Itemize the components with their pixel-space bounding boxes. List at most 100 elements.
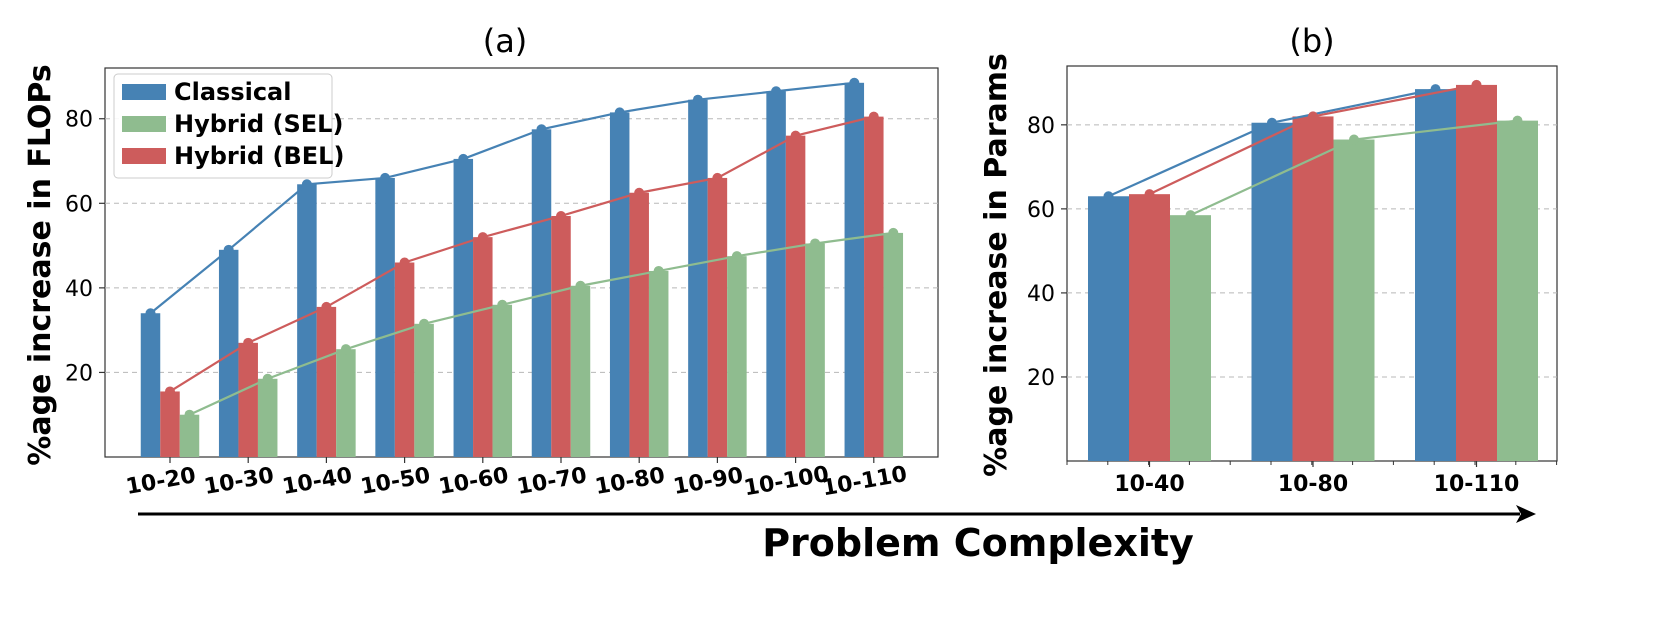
x-tick-label: 10-70 xyxy=(515,463,589,500)
bar-classical-10-110 xyxy=(844,82,865,457)
line-classical xyxy=(149,81,855,315)
x-tick-label: 10-30 xyxy=(202,463,276,500)
legend-label-classical: Classical xyxy=(174,78,291,106)
bar-hybrid-bel-10-110 xyxy=(864,116,884,457)
point-hybrid-sel-10-110 xyxy=(1512,115,1523,126)
point-hybrid-bel-10-20 xyxy=(165,386,175,397)
legend-swatch-classical xyxy=(122,84,166,100)
bar-classical-10-80 xyxy=(609,112,630,458)
bar-classical-10-20 xyxy=(140,313,161,457)
bar-hybrid-sel-10-50 xyxy=(414,323,434,457)
point-hybrid-sel-10-60 xyxy=(497,299,508,310)
x-tick-label: 10-40 xyxy=(280,463,354,500)
bar-classical-10-80 xyxy=(1251,122,1293,461)
point-hybrid-bel-10-60 xyxy=(477,232,488,243)
point-classical-10-80 xyxy=(614,107,625,118)
point-hybrid-sel-10-30 xyxy=(262,373,273,384)
point-classical-10-60 xyxy=(458,153,469,164)
bar-hybrid-sel-10-100 xyxy=(805,243,825,457)
point-classical-10-40 xyxy=(301,179,312,190)
point-hybrid-sel-10-80 xyxy=(653,265,664,276)
bar-hybrid-sel-10-60 xyxy=(492,304,513,457)
bar-hybrid-sel-10-40 xyxy=(1170,215,1211,461)
point-hybrid-sel-10-110 xyxy=(888,227,899,238)
bar-classical-10-40 xyxy=(297,184,317,458)
x-tick-label: 10-90 xyxy=(671,463,745,500)
legend-swatch-hybrid-bel xyxy=(122,148,166,164)
point-hybrid-bel-10-80 xyxy=(634,187,645,198)
legend-label-hybrid-sel: Hybrid (SEL) xyxy=(174,110,343,138)
point-hybrid-sel-10-50 xyxy=(419,318,430,329)
legend: Classical Hybrid (SEL) Hybrid (BEL) xyxy=(113,73,344,179)
y-tick-label: 40 xyxy=(65,277,93,302)
chart-a-frame xyxy=(104,67,939,458)
bar-hybrid-bel-10-80 xyxy=(629,192,649,457)
point-classical-10-40 xyxy=(1103,191,1114,202)
line-hybrid-sel xyxy=(189,231,894,416)
bar-hybrid-sel-10-90 xyxy=(727,256,747,457)
point-hybrid-sel-10-40 xyxy=(340,344,351,355)
bar-hybrid-bel-10-50 xyxy=(394,262,415,457)
bar-hybrid-sel-10-30 xyxy=(257,378,278,457)
point-hybrid-bel-10-110 xyxy=(1471,79,1482,90)
point-hybrid-bel-10-70 xyxy=(556,210,566,221)
complexity-label: Problem Complexity xyxy=(762,521,1194,565)
y-tick-label: 20 xyxy=(65,361,93,386)
bar-classical-10-60 xyxy=(453,158,474,458)
point-classical-10-20 xyxy=(145,308,156,319)
point-classical-10-110 xyxy=(849,77,860,88)
bar-hybrid-bel-10-90 xyxy=(707,177,728,457)
x-tick-label: 10-60 xyxy=(437,463,511,500)
y-tick-label: 80 xyxy=(1027,114,1055,139)
bar-hybrid-bel-10-70 xyxy=(551,215,571,457)
point-hybrid-sel-10-100 xyxy=(810,238,821,249)
x-tick-label: 10-80 xyxy=(593,463,667,500)
point-hybrid-bel-10-110 xyxy=(868,111,879,122)
bar-classical-10-90 xyxy=(688,99,708,457)
complexity-axis: Problem Complexity xyxy=(138,505,1536,565)
x-tick-label: 10-110 xyxy=(1434,472,1520,497)
x-tick-label: 10-80 xyxy=(1278,472,1348,497)
y-tick-label: 40 xyxy=(1027,282,1055,307)
chart-b: (b) %age increase in Params 20 40 60 80 10-… xyxy=(979,22,1558,497)
point-hybrid-sel-10-90 xyxy=(731,251,742,262)
bar-classical-10-110 xyxy=(1415,89,1456,462)
chart-b-ylabel: %age increase in Params xyxy=(979,53,1014,477)
x-tick-label: 10-40 xyxy=(1114,472,1184,497)
bar-hybrid-sel-10-20 xyxy=(179,414,200,457)
bar-hybrid-bel-10-30 xyxy=(238,342,258,457)
legend-swatch-hybrid-sel xyxy=(122,116,166,132)
point-hybrid-bel-10-40 xyxy=(321,301,332,312)
bar-hybrid-sel-10-110 xyxy=(1497,120,1538,462)
point-hybrid-sel-10-70 xyxy=(575,280,586,291)
chart-b-title: (b) xyxy=(1289,22,1334,60)
bar-hybrid-sel-10-70 xyxy=(570,285,591,457)
bar-hybrid-sel-10-80 xyxy=(648,270,669,457)
bar-hybrid-sel-10-110 xyxy=(883,232,904,457)
chart-a-ylabel: %age increase in FLOPs xyxy=(23,64,58,465)
y-tick-label: 60 xyxy=(1027,198,1055,223)
point-hybrid-bel-10-90 xyxy=(712,172,723,183)
x-tick-label: 10-100 xyxy=(742,462,831,501)
bar-classical-10-30 xyxy=(218,249,239,457)
point-hybrid-bel-10-80 xyxy=(1308,111,1318,122)
point-classical-10-90 xyxy=(692,94,703,105)
point-classical-10-50 xyxy=(380,172,391,183)
bar-classical-10-100 xyxy=(766,91,786,457)
point-classical-10-30 xyxy=(223,244,234,255)
x-tick-label: 10-50 xyxy=(359,463,433,500)
y-tick-label: 80 xyxy=(65,108,93,133)
point-hybrid-sel-10-80 xyxy=(1349,134,1359,145)
point-hybrid-bel-10-30 xyxy=(243,337,254,348)
bar-hybrid-bel-10-110 xyxy=(1456,84,1497,461)
point-hybrid-bel-10-100 xyxy=(790,130,801,141)
point-classical-10-70 xyxy=(536,124,547,135)
chart-a: (a) %age increase in FLOPs 20 40 60 80 10-2… xyxy=(23,22,939,501)
legend-box xyxy=(113,73,333,179)
y-tick-label: 60 xyxy=(65,192,93,217)
point-hybrid-sel-10-40 xyxy=(1185,210,1196,221)
bar-hybrid-bel-10-60 xyxy=(473,237,493,457)
bar-hybrid-bel-10-20 xyxy=(160,391,180,457)
bar-hybrid-bel-10-100 xyxy=(785,135,806,458)
